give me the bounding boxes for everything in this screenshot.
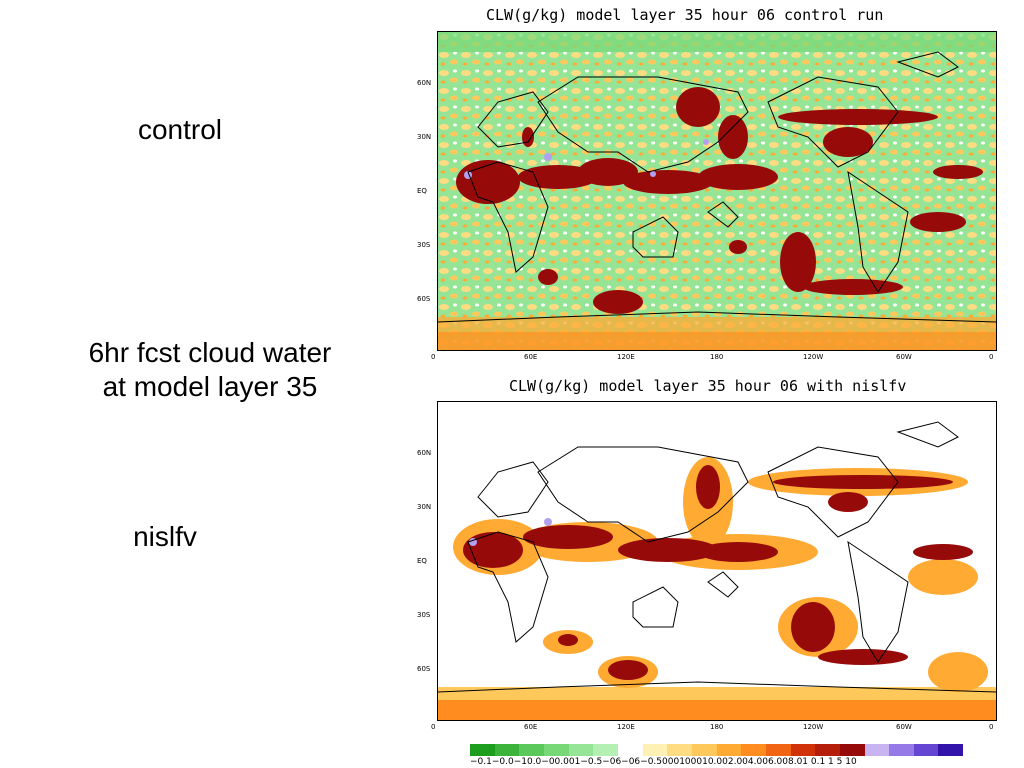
- lon-tick-label: 120E: [617, 723, 635, 731]
- colorbar-swatch: [938, 744, 964, 756]
- colorbar-swatch: [642, 744, 668, 756]
- lon-tick-label: 120W: [803, 723, 824, 731]
- colorbar-swatch: [864, 744, 890, 756]
- colorbar-swatch: [617, 744, 643, 756]
- cloud-water-field-control: [438, 32, 996, 350]
- colorbar-swatch: [716, 744, 742, 756]
- cloud-water-field-nislfv: [438, 402, 996, 720]
- colorbar-labels: −0.1−0.0−10.0−00.001−0.5−06−06−0.5000100…: [470, 757, 857, 767]
- lon-tick-label: 0: [431, 353, 436, 361]
- lon-tick-label: 120W: [803, 353, 824, 361]
- colorbar-swatch: [593, 744, 618, 756]
- map-title-nislfv: CLW(g/kg) model layer 35 hour 06 with ni…: [509, 377, 907, 395]
- colorbar-swatch: [815, 744, 840, 756]
- colorbar-swatch: [741, 744, 766, 756]
- lat-tick-label: 30N: [417, 133, 432, 141]
- lon-tick-label: 180: [710, 723, 724, 731]
- colorbar-swatch: [839, 744, 865, 756]
- label-nislfv: nislfv: [133, 521, 197, 552]
- colorbar-swatch: [494, 744, 520, 756]
- colorbar-swatch: [470, 744, 495, 756]
- lat-tick-label: 60N: [417, 449, 432, 457]
- colorbar-swatch: [519, 744, 544, 756]
- lon-tick-label: 60W: [896, 353, 912, 361]
- colorbar: [470, 744, 964, 756]
- colorbar-swatch: [543, 744, 569, 756]
- colorbar-swatch: [667, 744, 692, 756]
- colorbar-swatch: [765, 744, 791, 756]
- map-control-run: [437, 31, 997, 351]
- lon-tick-label: 60W: [896, 723, 912, 731]
- lat-tick-label: EQ: [417, 187, 427, 195]
- lon-tick-label: 0: [431, 723, 436, 731]
- lat-tick-label: 60S: [417, 295, 431, 303]
- lon-tick-label: 60E: [524, 723, 538, 731]
- lon-tick-label: 0: [989, 353, 994, 361]
- lat-tick-label: 60S: [417, 665, 431, 673]
- colorbar-swatch: [889, 744, 914, 756]
- label-control: control: [137, 114, 223, 145]
- map-nislfv: [437, 401, 997, 721]
- lon-tick-label: 60E: [524, 353, 538, 361]
- lat-tick-label: 30S: [417, 241, 431, 249]
- lat-tick-label: 60N: [417, 79, 432, 87]
- colorbar-swatch: [913, 744, 939, 756]
- lon-tick-label: 0: [989, 723, 994, 731]
- caption-line-1: 6hr fcst cloud water: [88, 337, 332, 368]
- caption-line-2: at model layer 35: [102, 371, 318, 402]
- lon-tick-label: 180: [710, 353, 724, 361]
- colorbar-swatch: [568, 744, 594, 756]
- colorbar-swatch: [790, 744, 816, 756]
- lat-tick-label: 30S: [417, 611, 431, 619]
- lon-tick-label: 120E: [617, 353, 635, 361]
- map-title-control: CLW(g/kg) model layer 35 hour 06 control…: [486, 6, 884, 24]
- lat-tick-label: 30N: [417, 503, 432, 511]
- caption: 6hr fcst cloud water at model layer 35: [40, 336, 380, 404]
- lat-tick-label: EQ: [417, 557, 427, 565]
- colorbar-swatch: [691, 744, 717, 756]
